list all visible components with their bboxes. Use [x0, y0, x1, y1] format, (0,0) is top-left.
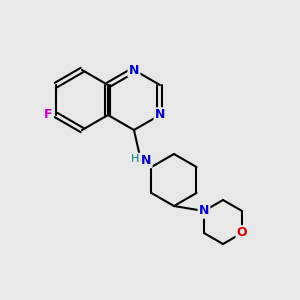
Text: N: N — [141, 154, 151, 167]
Text: N: N — [129, 64, 139, 76]
Text: N: N — [155, 109, 165, 122]
Text: O: O — [237, 226, 248, 239]
Text: H: H — [130, 154, 139, 164]
Text: N: N — [199, 205, 209, 218]
Text: F: F — [44, 109, 52, 122]
